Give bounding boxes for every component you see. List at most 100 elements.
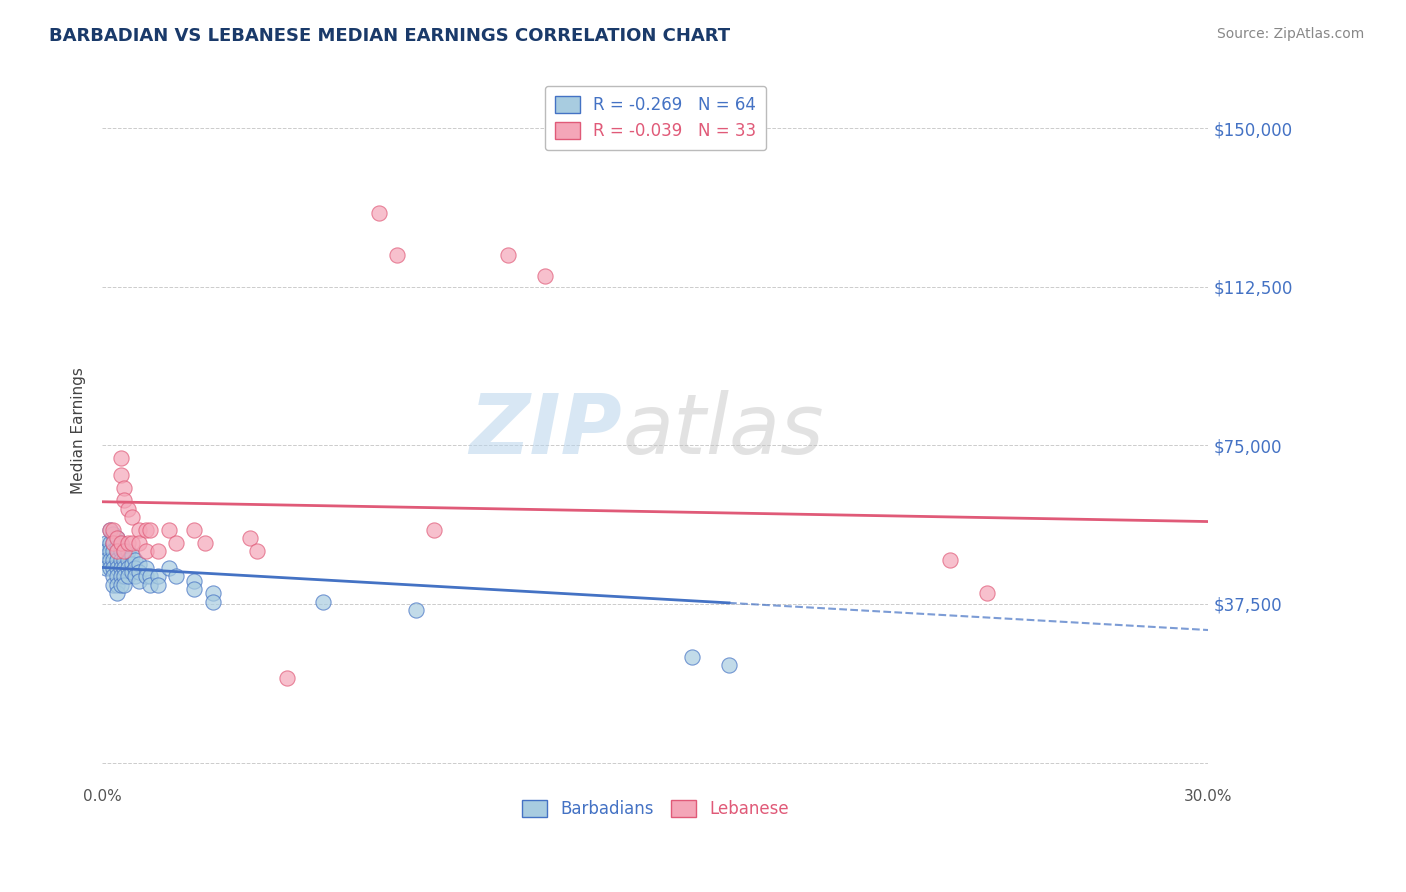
Point bbox=[496, 248, 519, 262]
Point bbox=[94, 535, 117, 549]
Point bbox=[139, 523, 162, 537]
Point bbox=[194, 535, 217, 549]
Point bbox=[146, 578, 169, 592]
Point bbox=[128, 523, 150, 537]
Point bbox=[128, 566, 150, 580]
Point bbox=[246, 544, 269, 558]
Point bbox=[157, 561, 180, 575]
Point bbox=[117, 501, 139, 516]
Point bbox=[183, 582, 205, 597]
Point bbox=[103, 535, 125, 549]
Point bbox=[121, 557, 143, 571]
Point bbox=[110, 451, 132, 466]
Text: Source: ZipAtlas.com: Source: ZipAtlas.com bbox=[1216, 27, 1364, 41]
Point bbox=[110, 569, 132, 583]
Point bbox=[103, 561, 125, 575]
Point bbox=[276, 671, 298, 685]
Point bbox=[146, 569, 169, 583]
Y-axis label: Median Earnings: Median Earnings bbox=[72, 368, 86, 494]
Point bbox=[98, 523, 121, 537]
Point bbox=[110, 578, 132, 592]
Text: ZIP: ZIP bbox=[470, 390, 621, 471]
Point bbox=[312, 595, 335, 609]
Point bbox=[121, 510, 143, 524]
Point bbox=[128, 557, 150, 571]
Point bbox=[681, 649, 703, 664]
Point bbox=[105, 552, 128, 566]
Point bbox=[405, 603, 427, 617]
Point bbox=[121, 566, 143, 580]
Point bbox=[112, 544, 135, 558]
Point bbox=[110, 468, 132, 483]
Point bbox=[103, 527, 125, 541]
Point bbox=[135, 544, 157, 558]
Point bbox=[423, 523, 446, 537]
Point bbox=[98, 523, 121, 537]
Point bbox=[103, 578, 125, 592]
Point bbox=[112, 544, 135, 558]
Point bbox=[165, 535, 187, 549]
Legend: Barbadians, Lebanese: Barbadians, Lebanese bbox=[516, 793, 796, 825]
Point bbox=[103, 569, 125, 583]
Point bbox=[201, 586, 224, 600]
Point bbox=[94, 552, 117, 566]
Point bbox=[183, 523, 205, 537]
Point bbox=[98, 535, 121, 549]
Point bbox=[105, 544, 128, 558]
Point bbox=[239, 532, 262, 546]
Point bbox=[112, 569, 135, 583]
Point bbox=[135, 523, 157, 537]
Point bbox=[98, 552, 121, 566]
Point bbox=[135, 569, 157, 583]
Point bbox=[533, 269, 555, 284]
Point bbox=[105, 532, 128, 546]
Point bbox=[139, 569, 162, 583]
Point bbox=[112, 578, 135, 592]
Point bbox=[128, 535, 150, 549]
Point bbox=[385, 248, 408, 262]
Point bbox=[157, 523, 180, 537]
Point bbox=[201, 595, 224, 609]
Point bbox=[103, 544, 125, 558]
Point bbox=[117, 544, 139, 558]
Point bbox=[117, 561, 139, 575]
Point bbox=[110, 552, 132, 566]
Point bbox=[94, 544, 117, 558]
Point bbox=[139, 578, 162, 592]
Point bbox=[939, 552, 962, 566]
Point bbox=[105, 561, 128, 575]
Point bbox=[367, 206, 389, 220]
Point bbox=[146, 544, 169, 558]
Point bbox=[105, 569, 128, 583]
Point bbox=[105, 578, 128, 592]
Point bbox=[976, 586, 998, 600]
Point bbox=[105, 540, 128, 554]
Point bbox=[121, 535, 143, 549]
Point bbox=[105, 544, 128, 558]
Point bbox=[105, 532, 128, 546]
Point bbox=[117, 535, 139, 549]
Point bbox=[117, 552, 139, 566]
Point bbox=[128, 574, 150, 588]
Point bbox=[718, 658, 741, 673]
Point bbox=[98, 544, 121, 558]
Point bbox=[124, 552, 146, 566]
Point bbox=[110, 535, 132, 549]
Point bbox=[110, 561, 132, 575]
Point bbox=[165, 569, 187, 583]
Point bbox=[112, 481, 135, 495]
Point bbox=[103, 535, 125, 549]
Point bbox=[183, 574, 205, 588]
Text: atlas: atlas bbox=[621, 390, 824, 471]
Point bbox=[110, 535, 132, 549]
Point bbox=[124, 569, 146, 583]
Point bbox=[110, 544, 132, 558]
Point bbox=[103, 523, 125, 537]
Point bbox=[112, 561, 135, 575]
Point bbox=[105, 586, 128, 600]
Point bbox=[135, 561, 157, 575]
Point bbox=[121, 549, 143, 563]
Point bbox=[94, 561, 117, 575]
Point bbox=[112, 552, 135, 566]
Point bbox=[98, 561, 121, 575]
